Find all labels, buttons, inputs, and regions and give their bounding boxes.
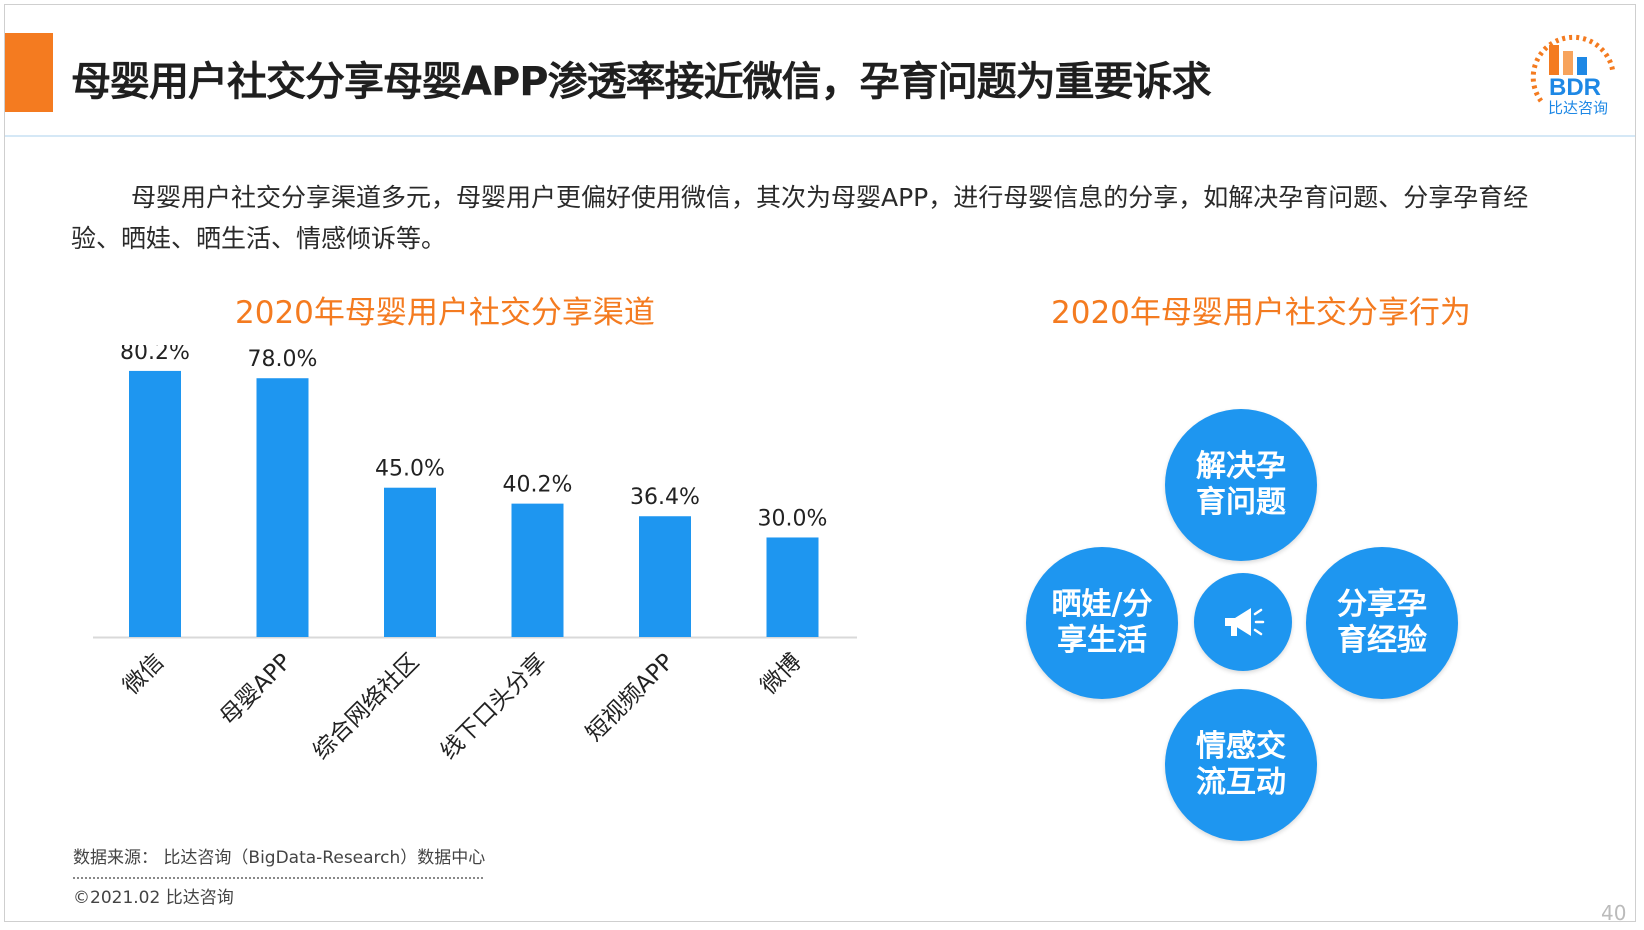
bar-value-label-2: 45.0% bbox=[375, 457, 445, 482]
logo-mark: BDR bbox=[1549, 74, 1601, 101]
title-accent-bar bbox=[5, 33, 53, 112]
copyright: ©2021.02 比达咨询 bbox=[73, 888, 234, 908]
bubble-right-text: 分享孕育经验 bbox=[1337, 587, 1427, 658]
bar-value-label-4: 36.4% bbox=[630, 485, 700, 510]
channel-bar-chart: 80.2% 微信 78.0% 母婴APP 45.0% 综合网络社区 40.2% 线下口头分享 3… bbox=[93, 345, 857, 765]
category-label-2: 综合网络社区 bbox=[308, 649, 424, 765]
logo-label: 比达咨询 bbox=[1548, 99, 1609, 117]
footer-divider bbox=[73, 877, 483, 879]
bubble-share-experience: 分享孕育经验 bbox=[1306, 547, 1458, 699]
bar-1 bbox=[256, 378, 309, 637]
megaphone-icon bbox=[1225, 608, 1265, 636]
bar-0 bbox=[129, 370, 181, 637]
bubble-emotional-interaction: 情感交流互动 bbox=[1165, 689, 1317, 841]
right-section-title: 2020年母婴用户社交分享行为 bbox=[1051, 295, 1471, 331]
bubble-solve-problems: 解决孕育问题 bbox=[1165, 409, 1317, 561]
category-label-1: 母婴APP bbox=[215, 649, 297, 731]
bubble-left-text: 晒娃/分享生活 bbox=[1051, 587, 1153, 658]
bubble-top-text: 解决孕育问题 bbox=[1196, 449, 1286, 520]
category-label-3: 线下口头分享 bbox=[436, 649, 552, 765]
bar-5 bbox=[766, 537, 819, 637]
bar-3 bbox=[511, 503, 564, 637]
bubble-bottom-text: 情感交流互动 bbox=[1196, 729, 1286, 800]
left-section-title: 2020年母婴用户社交分享渠道 bbox=[235, 295, 655, 331]
title-divider bbox=[5, 135, 1635, 137]
page-title: 母婴用户社交分享母婴APP渗透率接近微信，孕育问题为重要诉求 bbox=[71, 59, 1212, 105]
bar-value-label-0: 80.2% bbox=[120, 345, 190, 365]
bar-value-label-3: 40.2% bbox=[503, 473, 573, 498]
intro-paragraph: 母婴用户社交分享渠道多元，母婴用户更偏好使用微信，其次为母婴APP，进行母婴信息… bbox=[71, 183, 1529, 253]
bar-4 bbox=[639, 516, 691, 637]
bar-value-label-1: 78.0% bbox=[248, 347, 318, 372]
data-source: 数据来源： 比达咨询（BigData-Research）数据中心 bbox=[73, 848, 486, 868]
bar-2 bbox=[384, 487, 436, 637]
bar-value-label-5: 30.0% bbox=[758, 506, 828, 531]
category-label-5: 微博 bbox=[756, 649, 807, 700]
page-number: 40 bbox=[1601, 901, 1627, 925]
category-label-4: 短视频APP bbox=[581, 649, 679, 747]
bdr-logo-icon: BDR bbox=[1530, 34, 1616, 103]
bubble-share-life: 晒娃/分享生活 bbox=[1026, 547, 1178, 699]
slide: 母婴用户社交分享母婴APP渗透率接近微信，孕育问题为重要诉求 BDR 比达咨询 … bbox=[4, 4, 1636, 925]
category-label-0: 微信 bbox=[118, 649, 169, 700]
bubble-center bbox=[1194, 573, 1292, 671]
